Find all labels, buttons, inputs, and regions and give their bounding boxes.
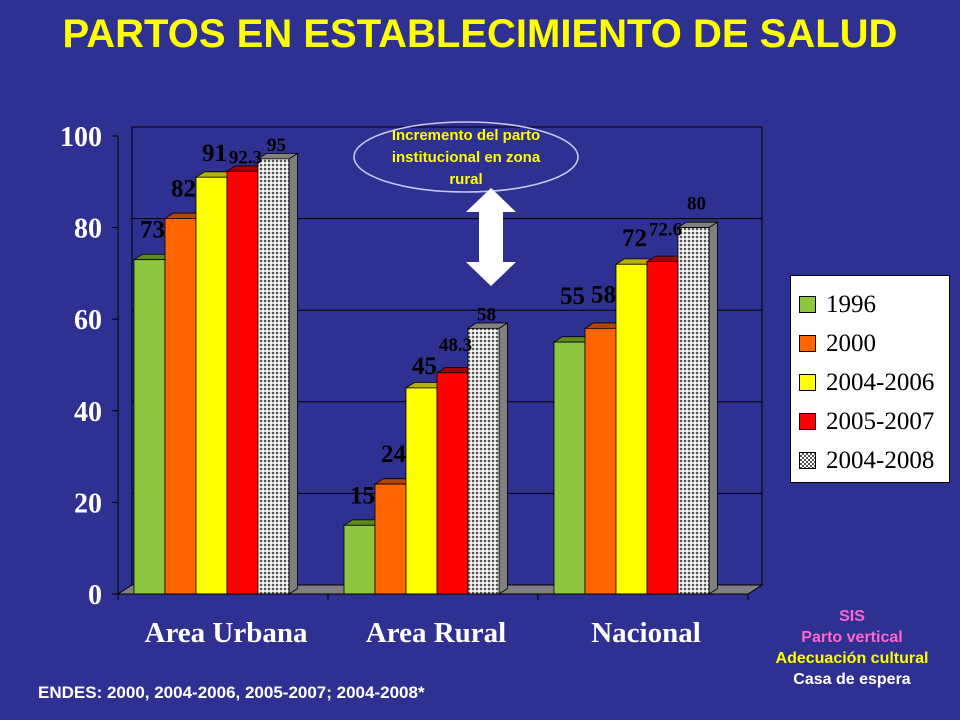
legend-swatch (799, 374, 816, 391)
y-tick-label: 40 (74, 397, 102, 428)
legend-label: 2005-2007 (826, 407, 935, 435)
y-tick-label: 80 (74, 214, 102, 245)
bar-2004-2006-area-rural (405, 387, 438, 595)
data-label: 73 (140, 217, 165, 244)
bar-2005-2007-area-rural (436, 372, 469, 595)
bar-1996-nacional (553, 341, 586, 595)
program-line: SIS (839, 608, 865, 625)
legend-swatch (799, 413, 816, 430)
legend-swatch (799, 452, 816, 469)
bar-2000-area-urbana (164, 218, 197, 595)
chart-title: PARTOS EN ESTABLECIMIENTO DE SALUD (62, 12, 898, 56)
data-label: 72.6 (649, 219, 682, 240)
legend-swatch (799, 296, 816, 313)
data-label: 80 (687, 194, 706, 215)
double-arrow-icon (466, 188, 516, 286)
x-category-label: Area Urbana (145, 617, 308, 649)
legend-label: 2004-2006 (826, 368, 935, 396)
legend-item: 2004-2008 (799, 441, 949, 480)
x-category-label: Area Rural (366, 617, 506, 649)
bar-2000-nacional (584, 327, 617, 595)
bar-1996-area-rural (343, 524, 376, 595)
legend-label: 1996 (826, 290, 876, 318)
data-label: 48.3 (439, 335, 472, 356)
annotation-ellipse (353, 121, 579, 193)
legend-item: 2000 (799, 324, 949, 363)
axis-group: 0 20 40 60 80 100 Area Urbana Area Rural Naciona… (60, 122, 749, 649)
legend-swatch (799, 335, 816, 352)
bar-2005-2007-nacional (646, 261, 679, 595)
data-label: 92.3 (229, 147, 262, 168)
programs-list: SIS Parto vertical Adecuación cultural C… (748, 606, 956, 690)
y-tick-label: 20 (74, 488, 102, 519)
legend: 1996 2000 2004-2006 2005-2007 2004-2008 (790, 275, 950, 483)
source-footnote: ENDES: 2000, 2004-2006, 2005-2007; 2004-… (38, 683, 425, 702)
annotation-line-3: rural (449, 171, 482, 188)
annotation-group: Incremento del parto institucional en zo… (353, 121, 579, 286)
x-category-label: Nacional (591, 617, 701, 649)
y-tick-label: 100 (60, 122, 102, 153)
data-label: 55 (560, 283, 585, 310)
y-tick-label: 0 (88, 580, 102, 611)
legend-item: 2004-2006 (799, 363, 949, 402)
y-tick-label: 60 (74, 305, 102, 336)
data-label: 24 (381, 441, 407, 468)
data-label: 82 (171, 175, 196, 202)
data-label: 72 (622, 225, 647, 252)
legend-label: 2004-2008 (826, 446, 935, 474)
program-line: Adecuación cultural (775, 650, 929, 667)
program-line: Parto vertical (801, 629, 903, 646)
legend-label: 2000 (826, 329, 876, 357)
legend-item: 2005-2007 (799, 402, 949, 441)
bar-side (708, 221, 718, 595)
bar-2004-2008-area-urbana (257, 158, 290, 595)
data-label: 58 (477, 304, 496, 325)
bar-2005-2007-area-urbana (226, 170, 259, 595)
bar-1996-area-urbana (133, 259, 166, 595)
bar-2004-2006-nacional (615, 263, 648, 595)
bar-side (288, 152, 298, 595)
data-label: 15 (350, 482, 375, 509)
bar-2000-area-rural (374, 483, 407, 595)
annotation-line-1: Incremento del parto (392, 127, 540, 144)
bar-2004-2006-area-urbana (195, 176, 228, 595)
legend-item: 1996 (799, 285, 949, 324)
data-label: 91 (202, 140, 227, 167)
bar-side (498, 322, 508, 595)
bar-2004-2008-nacional (677, 227, 710, 595)
data-label: 58 (591, 281, 616, 308)
data-label: 45 (412, 353, 437, 380)
bar-2004-2008-area-rural (467, 327, 500, 595)
data-label: 95 (267, 135, 286, 156)
annotation-line-2: institucional en zona (392, 149, 541, 166)
program-line: Casa de espera (793, 671, 911, 688)
